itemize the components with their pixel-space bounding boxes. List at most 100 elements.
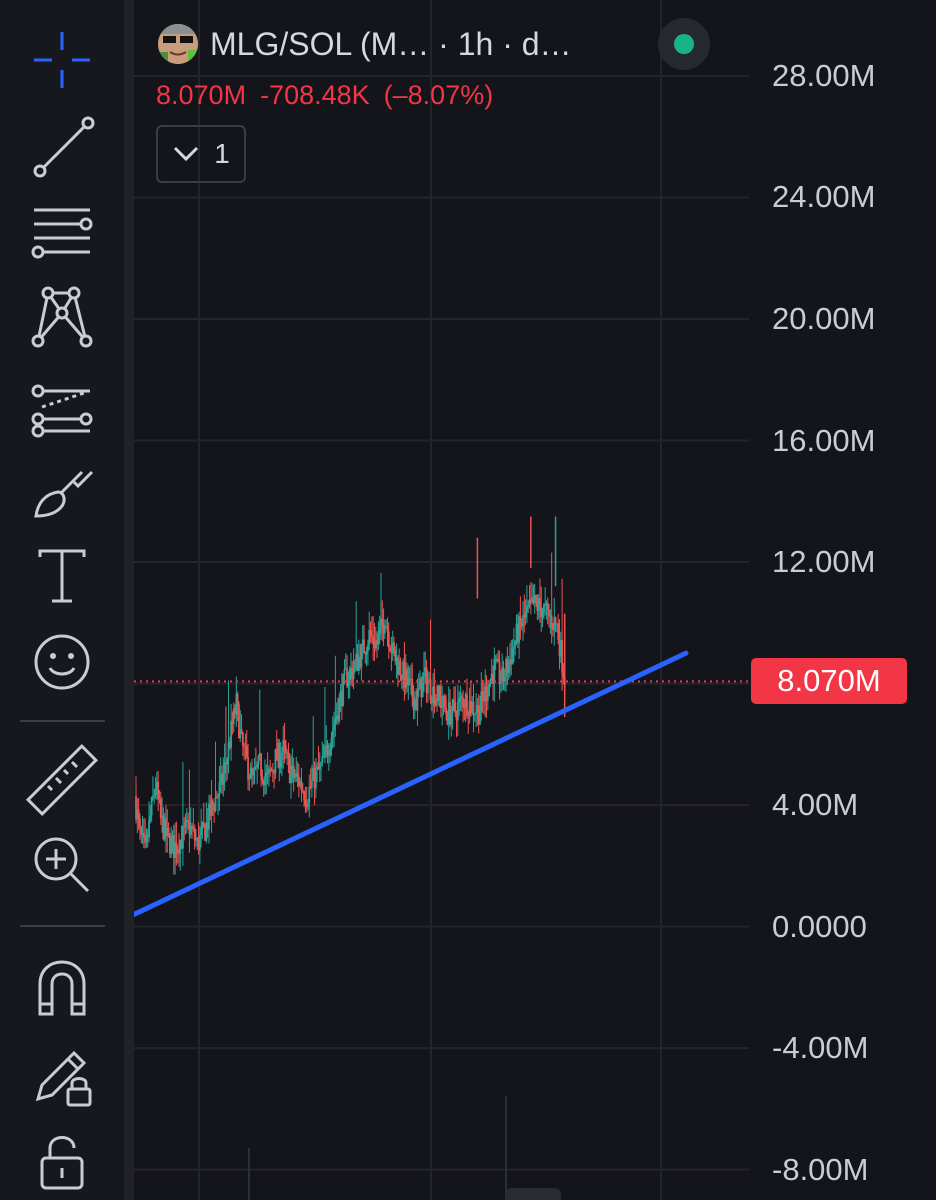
candle-body: [411, 679, 414, 697]
candle-body: [327, 755, 330, 757]
candle-body: [477, 705, 480, 725]
candle-body: [541, 612, 544, 618]
market-status-indicator[interactable]: [658, 18, 710, 70]
emoji-icon[interactable]: [22, 622, 102, 702]
candle-body: [201, 821, 204, 829]
candle-body: [204, 825, 206, 841]
candle-body: [520, 623, 523, 627]
candle-body: [561, 640, 563, 673]
candle-body: [537, 598, 540, 611]
time-scroll-handle[interactable]: [505, 1188, 561, 1200]
candle-body: [419, 678, 421, 690]
candle-body: [226, 758, 229, 765]
candle-body: [278, 742, 281, 768]
candle-body: [352, 669, 355, 680]
candle-body: [264, 776, 266, 786]
candle-body: [507, 662, 510, 673]
zoom-in-icon[interactable]: [22, 825, 102, 905]
candle-body: [295, 773, 298, 778]
candle-body: [277, 742, 279, 761]
text-icon[interactable]: [22, 535, 102, 615]
candle-body: [395, 657, 398, 662]
candle-body: [499, 681, 502, 684]
candle-body: [483, 697, 485, 702]
candle-body: [512, 647, 515, 650]
trend-line-icon[interactable]: [22, 105, 102, 185]
collapse-indicators-button[interactable]: 1: [156, 125, 246, 183]
chart-area[interactable]: [134, 0, 936, 1200]
xabcd-pattern-icon[interactable]: [22, 275, 102, 355]
candle-body: [420, 678, 423, 698]
candle-body: [464, 694, 467, 708]
candle-body: [475, 712, 477, 715]
candle-body: [219, 774, 222, 783]
candle-body: [243, 745, 246, 747]
candle-body: [193, 828, 196, 840]
candle-body: [480, 691, 483, 712]
candle-body: [370, 635, 373, 637]
candle-body: [139, 818, 141, 827]
candle-body: [159, 799, 162, 818]
price-change-percent: (–8.07%): [383, 80, 494, 110]
unlock-icon[interactable]: [22, 1120, 102, 1200]
candle-body: [437, 685, 440, 702]
candle-body: [417, 689, 420, 691]
candle-body: [463, 706, 466, 708]
candle-body: [416, 690, 419, 711]
ruler-icon[interactable]: [22, 740, 102, 820]
y-axis-tick-label: 0.0000: [772, 908, 867, 944]
candle-body: [333, 724, 335, 730]
candle-body: [408, 678, 411, 680]
lock-drawing-icon[interactable]: [22, 1035, 102, 1115]
candle-body: [381, 618, 384, 625]
candle-body: [297, 776, 300, 786]
candle-body: [430, 700, 433, 704]
chart-canvas[interactable]: [134, 0, 936, 1200]
candle-body: [544, 604, 547, 606]
candle-body: [467, 715, 470, 717]
candle-body: [446, 714, 449, 725]
candle-body: [557, 623, 560, 640]
candle-body: [197, 837, 200, 851]
candle-body: [326, 745, 329, 756]
candle-body: [376, 640, 378, 645]
symbol-title[interactable]: MLG/SOL (M… · 1h · d…: [210, 25, 572, 62]
candle-body: [378, 627, 381, 635]
candle-body: [171, 835, 174, 838]
candle-body: [355, 654, 358, 662]
brush-icon[interactable]: [22, 450, 102, 530]
price-change: -708.48K: [260, 80, 370, 110]
candle-body: [553, 617, 556, 631]
candle-body: [524, 612, 527, 618]
candle-body: [447, 702, 450, 725]
symbol-header[interactable]: MLG/SOL (M… · 1h · d…: [158, 24, 572, 64]
candle-body: [311, 780, 313, 788]
candle-body: [383, 627, 386, 634]
candle-body: [441, 706, 444, 708]
candle-body: [288, 757, 291, 784]
toolbar-splitter[interactable]: [124, 0, 134, 1200]
forecast-icon[interactable]: [22, 365, 102, 445]
fib-retracement-icon[interactable]: [22, 190, 102, 270]
candle-body: [228, 741, 231, 748]
candle-body: [481, 691, 484, 698]
magnet-icon[interactable]: [22, 948, 102, 1028]
candle-body: [442, 696, 445, 707]
candle-body: [253, 766, 256, 770]
candle-body: [356, 654, 359, 671]
price-summary: 8.070M -708.48K (–8.07%): [156, 80, 507, 111]
candle-body: [510, 659, 513, 665]
candle-body: [533, 594, 536, 603]
candle-body: [299, 781, 302, 786]
y-axis-tick-label: 16.00M: [772, 422, 876, 458]
candle-body: [432, 686, 434, 704]
candle-body: [320, 762, 322, 764]
candle-body: [286, 752, 289, 754]
candle-body: [540, 607, 543, 618]
candle-body: [200, 828, 203, 836]
candle-body: [331, 729, 334, 739]
candle-body: [506, 659, 509, 673]
candle-body: [202, 821, 205, 826]
crosshair-icon[interactable]: [22, 20, 102, 100]
candle-body: [361, 639, 364, 645]
